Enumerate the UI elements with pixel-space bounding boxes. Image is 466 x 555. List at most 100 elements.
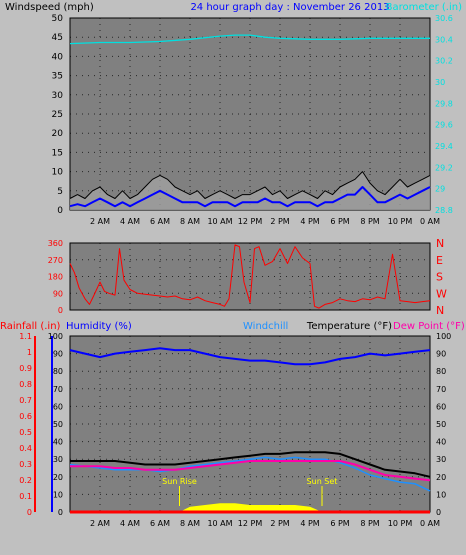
temperature-y-tick-label: 40	[436, 438, 446, 447]
temp-series: Sun Rise Sun Set	[69, 347, 431, 514]
wind-x-tick-label: 6 AM	[150, 217, 170, 226]
temperature-y-tick-label: 20	[436, 473, 446, 482]
barometer-y-tick-label: 30.6	[435, 14, 453, 23]
barometer-y-tick-label: 30.2	[435, 57, 453, 66]
wind-x-tick-label: 10 PM	[388, 217, 413, 226]
wind-x-tick-label: 6 PM	[330, 217, 349, 226]
direction-y-tick-label: 0	[58, 306, 63, 315]
temp-x-tick-label: 6 AM	[150, 519, 170, 528]
wind-average-line	[69, 186, 431, 208]
temp-x-tick-label: 10 AM	[207, 519, 232, 528]
temperature-line	[70, 451, 431, 478]
wind-y-tick-label: 20	[52, 129, 64, 139]
wind-y-tick-label: 35	[52, 72, 63, 82]
temp-x-tick-label: 4 PM	[300, 519, 319, 528]
direction-compass-label: S	[436, 271, 443, 284]
wind-y-tick-label: 40	[52, 52, 64, 62]
wind-series	[69, 34, 431, 210]
humidity-axis-title: Humidity (%)	[66, 321, 132, 332]
temp-x-tick-label: 0 AM	[420, 519, 440, 528]
temp-x-tick-label: 12 PM	[238, 519, 263, 528]
temperature-y-tick-label: 80	[436, 367, 446, 376]
temp-x-tick-label: 4 AM	[120, 519, 140, 528]
wind-x-tick-label: 12 PM	[238, 217, 263, 226]
rainfall-y-tick-label: 0.1	[19, 492, 32, 501]
rainfall-y-tick-label: 0	[27, 508, 32, 517]
temp-x-tick-label: 6 PM	[330, 519, 349, 528]
temperature-y-tick-label: 30	[436, 455, 446, 464]
temp-x-tick-label: 8 PM	[360, 519, 379, 528]
temperature-axis-title: Temperature (°F)	[306, 321, 392, 332]
rainfall-y-tick-label: 0.5	[19, 428, 32, 437]
temp-x-tick-label: 10 PM	[388, 519, 413, 528]
humidity-y-tick-label: 0	[58, 508, 63, 517]
rainfall-y-tick-label: 1.1	[19, 332, 32, 341]
rainfall-y-tick-label: 0.6	[19, 412, 32, 421]
rainfall-y-tick-label: 0.8	[19, 380, 32, 389]
temperature-y-tick-label: 10	[436, 490, 446, 499]
temperature-y-tick-label: 70	[436, 385, 446, 394]
temp-panel: Rainfall (.in) Humidity (%) Windchill Te…	[0, 321, 465, 528]
wind-y-tick-label: 0	[57, 206, 63, 216]
temp-x-tick-label: 2 PM	[270, 519, 289, 528]
humidity-y-tick-label: 100	[48, 332, 63, 341]
temp-x-tick-label: 2 AM	[90, 519, 110, 528]
barometer-y-tick-label: 30.4	[435, 35, 453, 44]
wind-x-tick-label: 10 AM	[207, 217, 232, 226]
direction-grid	[70, 243, 430, 310]
direction-compass-label: N	[436, 304, 444, 317]
temp-x-tick-label: 8 AM	[180, 519, 200, 528]
barometer-y-tick-label: 29.2	[435, 163, 453, 172]
humidity-y-tick-label: 50	[53, 420, 63, 429]
humidity-y-ticks: 0 10 20 30 40 50 60 70 80 90 100	[48, 332, 63, 517]
wind-barometer-panel: Windspeed (mph) 24 hour graph day : Nove…	[5, 2, 462, 226]
wind-x-tick-label: 8 PM	[360, 217, 379, 226]
direction-compass-label: E	[436, 254, 443, 267]
barometer-y-tick-label: 29.8	[435, 99, 453, 108]
barometer-y-tick-label: 28.8	[435, 206, 453, 215]
rainfall-y-tick-label: 0.4	[19, 444, 32, 453]
rainfall-y-tick-label: 1	[27, 348, 32, 357]
temperature-y-ticks: 0 10 20 30 40 50 60 70 80 90 100	[436, 332, 451, 517]
wind-y-tick-label: 10	[52, 168, 64, 178]
dewpoint-axis-title: Dew Point (°F)	[393, 321, 465, 332]
barometer-y-tick-label: 29	[435, 185, 445, 194]
humidity-y-tick-label: 20	[53, 473, 63, 482]
humidity-y-tick-label: 80	[53, 367, 63, 376]
humidity-y-tick-label: 90	[53, 350, 63, 359]
rainfall-axis-title: Rainfall (.in)	[0, 321, 61, 332]
temperature-y-tick-label: 100	[436, 332, 451, 341]
wind-x-tick-label: 4 PM	[300, 217, 319, 226]
wind-x-tick-label: 4 AM	[120, 217, 140, 226]
temperature-y-tick-label: 90	[436, 350, 446, 359]
wind-y-tick-label: 25	[52, 110, 63, 120]
solar-area	[179, 503, 322, 512]
wind-grid	[70, 18, 430, 210]
rainfall-y-tick-label: 0.7	[19, 396, 32, 405]
direction-series	[69, 244, 431, 309]
chart-title: 24 hour graph day : November 26 2013	[190, 2, 389, 13]
dewpoint-line	[70, 460, 431, 482]
windspeed-axis-title: Windspeed (mph)	[5, 2, 94, 13]
barometer-y-tick-label: 29.6	[435, 121, 453, 130]
direction-y-ticks: 0 90 180 270 360	[48, 239, 63, 315]
rainfall-y-tick-label: 0.9	[19, 364, 32, 373]
barometer-axis-title: Barometer (.in)	[386, 2, 462, 13]
wind-y-tick-label: 15	[52, 148, 63, 158]
wind-y-ticks: 0 5 10 15 20 25 30 35 40 45 50	[52, 14, 64, 216]
wind-gust-line	[69, 171, 431, 199]
humidity-y-tick-label: 70	[53, 385, 63, 394]
wind-x-tick-label: 2 PM	[270, 217, 289, 226]
barometer-line	[69, 34, 430, 45]
wind-x-tick-label: 0 AM	[420, 217, 440, 226]
direction-y-tick-label: 90	[53, 289, 63, 298]
humidity-y-tick-label: 30	[53, 455, 63, 464]
humidity-y-tick-label: 40	[53, 438, 63, 447]
wind-y-tick-label: 45	[52, 33, 63, 43]
barometer-y-tick-label: 29.4	[435, 142, 453, 151]
humidity-y-tick-label: 60	[53, 402, 63, 411]
wind-y-tick-label: 50	[52, 14, 64, 24]
